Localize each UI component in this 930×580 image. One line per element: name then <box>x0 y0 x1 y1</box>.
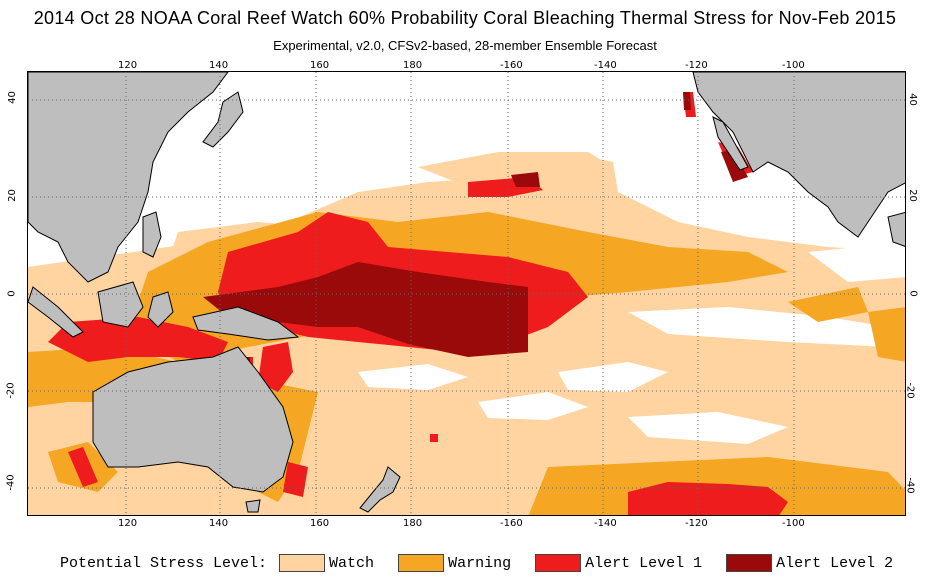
top-lon-tick: 160 <box>310 60 330 71</box>
legend-swatch-warning <box>398 554 445 572</box>
right-lat-tick: 0 <box>907 290 919 297</box>
no-stress-patches <box>358 177 905 444</box>
right-lat-tick: 40 <box>906 93 918 106</box>
bottom-lon-tick: 140 <box>209 518 229 529</box>
japan-land <box>202 91 244 148</box>
legend-item-watch: Watch <box>279 554 374 572</box>
bottom-lon-tick: 120 <box>118 518 138 529</box>
central-america-land <box>887 212 905 247</box>
bottom-lon-tick: -160 <box>500 518 523 529</box>
tasmania-land <box>245 499 261 513</box>
top-lon-tick: -140 <box>594 60 617 71</box>
graticule <box>28 72 905 515</box>
asia-land <box>28 72 229 283</box>
bottom-lon-tick: -140 <box>594 518 617 529</box>
stress-map <box>28 72 905 515</box>
bottom-lon-tick: 180 <box>403 518 423 529</box>
philippines-land <box>142 211 162 258</box>
land-masses <box>28 72 905 513</box>
top-lon-tick: 140 <box>209 60 229 71</box>
bottom-lon-tick: 160 <box>310 518 330 529</box>
legend-label-warning: Warning <box>448 554 512 572</box>
right-lat-tick: -40 <box>904 477 916 494</box>
left-lat-tick: -40 <box>5 474 17 491</box>
map-subtitle: Experimental, v2.0, CFSv2-based, 28-memb… <box>273 38 657 53</box>
alert2-areas <box>203 92 748 368</box>
map-title: 2014 Oct 28 NOAA Coral Reef Watch 60% Pr… <box>33 8 897 28</box>
australia-land <box>92 346 294 493</box>
legend-swatch-alert2 <box>726 554 773 572</box>
legend-swatch-watch <box>279 554 326 572</box>
borneo-land <box>97 281 144 328</box>
legend-label-alert1: Alert Level 1 <box>585 554 703 572</box>
sumatra-land <box>28 286 84 338</box>
legend-title: Potential Stress Level: <box>60 554 268 572</box>
top-lon-tick: -100 <box>782 60 805 71</box>
legend-label-watch: Watch <box>329 554 375 572</box>
top-lon-tick: -120 <box>685 60 708 71</box>
map-frame <box>27 71 906 516</box>
bottom-lon-tick: -120 <box>685 518 708 529</box>
left-lat-tick: 40 <box>6 91 18 104</box>
top-lon-tick: 120 <box>118 60 138 71</box>
baja-land <box>712 116 749 171</box>
legend: Potential Stress Level: Watch Warning Al… <box>60 552 917 574</box>
left-lat-tick: 20 <box>6 189 18 202</box>
left-lat-tick: -20 <box>5 382 17 399</box>
top-lon-tick: 180 <box>403 60 423 71</box>
right-lat-tick: 20 <box>906 189 918 202</box>
right-lat-tick: -20 <box>904 382 916 399</box>
left-lat-tick: 0 <box>6 290 18 297</box>
legend-item-alert1: Alert Level 1 <box>535 554 702 572</box>
new-guinea-land <box>192 306 300 341</box>
legend-label-alert2: Alert Level 2 <box>776 554 894 572</box>
sulawesi-land <box>147 291 174 328</box>
top-lon-tick: -160 <box>500 60 523 71</box>
legend-item-warning: Warning <box>398 554 511 572</box>
legend-swatch-alert1 <box>535 554 582 572</box>
new-zealand-land <box>359 466 401 513</box>
bottom-lon-tick: -100 <box>782 518 805 529</box>
legend-item-alert2: Alert Level 2 <box>726 554 893 572</box>
